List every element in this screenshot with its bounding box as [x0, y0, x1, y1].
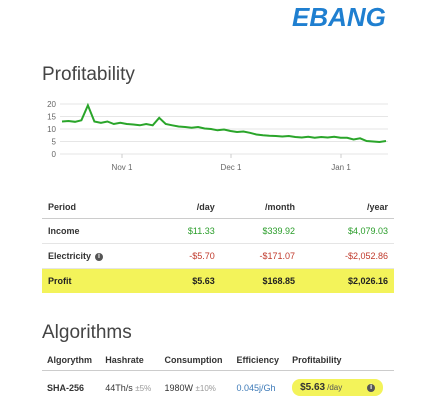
- col-consumption: Consumption: [159, 350, 231, 371]
- col-profitability: Profitability: [287, 350, 394, 371]
- svg-text:EBANG: EBANG: [292, 4, 386, 30]
- col-hashrate: Hashrate: [100, 350, 159, 371]
- row-label: Profit: [42, 269, 155, 294]
- algo-name: SHA-256: [42, 371, 100, 404]
- efficiency: 0.045j/Gh: [231, 371, 287, 404]
- income-year: $4,079.03: [301, 219, 394, 244]
- col-algorythm: Algorythm: [42, 350, 100, 371]
- y-tick-label: 20: [47, 100, 56, 109]
- profitability-title: Profitability: [42, 64, 135, 86]
- hashrate: 44Th/s ±5%: [100, 371, 159, 404]
- table-row: SHA-256 44Th/s ±5% 1980W ±10% 0.045j/Gh …: [42, 371, 394, 404]
- income-day: $11.33: [155, 219, 221, 244]
- ebang-logo: EBANG: [292, 4, 394, 30]
- table-row: Income $11.33 $339.92 $4,079.03: [42, 219, 394, 244]
- col-month: /month: [221, 196, 301, 219]
- profit-month: $168.85: [221, 269, 301, 294]
- profit-series-line: [62, 105, 386, 142]
- x-tick-label: Nov 1: [112, 163, 133, 172]
- col-year: /year: [301, 196, 394, 219]
- y-tick-label: 5: [52, 138, 57, 147]
- col-efficiency: Efficiency: [231, 350, 287, 371]
- y-tick-label: 10: [47, 125, 56, 134]
- x-tick-label: Dec 1: [221, 163, 242, 172]
- algorithms-title: Algorithms: [42, 322, 132, 344]
- electricity-day: -$5.70: [155, 244, 221, 269]
- consumption: 1980W ±10%: [159, 371, 231, 404]
- x-tick-label: Jan 1: [331, 163, 351, 172]
- col-period: Period: [42, 196, 155, 219]
- y-tick-label: 15: [47, 113, 56, 122]
- table-row-profit: Profit $5.63 $168.85 $2,026.16: [42, 269, 394, 294]
- y-axis-ticks: 20 15 10 5 0: [47, 100, 56, 159]
- profit-year: $2,026.16: [301, 269, 394, 294]
- profitability-chart: 20 15 10 5 0 Nov 1 Dec 1 Jan 1: [0, 96, 435, 186]
- profitability-table: Period /day /month /year Income $11.33 $…: [42, 196, 394, 293]
- algorithms-table: Algorythm Hashrate Consumption Efficienc…: [42, 350, 394, 404]
- income-month: $339.92: [221, 219, 301, 244]
- profit-day: $5.63: [155, 269, 221, 294]
- electricity-year: -$2,052.86: [301, 244, 394, 269]
- x-axis-ticks: Nov 1 Dec 1 Jan 1: [112, 154, 352, 172]
- profitability-cell: $5.63/day i: [287, 371, 394, 404]
- info-icon[interactable]: i: [95, 253, 103, 261]
- info-icon[interactable]: i: [367, 384, 375, 392]
- electricity-month: -$171.07: [221, 244, 301, 269]
- row-label: Income: [42, 219, 155, 244]
- y-tick-label: 0: [52, 150, 57, 159]
- col-day: /day: [155, 196, 221, 219]
- profit-pill: $5.63/day i: [292, 379, 383, 396]
